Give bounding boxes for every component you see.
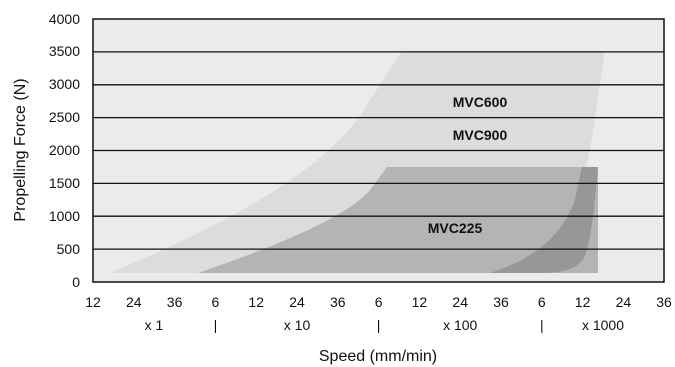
series-area-dark <box>490 167 598 273</box>
y-tick-label: 4000 <box>49 11 80 27</box>
gridlines <box>93 51 664 250</box>
x-tick-label: 12 <box>412 294 428 310</box>
x-decade-separator: | <box>540 317 544 333</box>
x-decade-separator: | <box>214 317 218 333</box>
x-multiplier-label: x 1000 <box>582 317 624 333</box>
x-multiplier-label: x 10 <box>284 317 311 333</box>
y-tick-label: 2500 <box>49 109 80 125</box>
x-tick-label: 6 <box>212 294 220 310</box>
x-tick-label: 24 <box>616 294 632 310</box>
x-multiplier-label: x 1 <box>145 317 164 333</box>
y-tick-label: 0 <box>72 274 80 290</box>
y-tick-label: 3000 <box>49 76 80 92</box>
x-axis: 12 24 36 6 12 24 36 6 12 24 36 6 12 24 3… <box>85 294 672 310</box>
y-tick-label: 3500 <box>49 43 80 59</box>
x-tick-label: 6 <box>538 294 546 310</box>
x-axis-label: Speed (mm/min) <box>319 348 437 365</box>
series-label-mvc900: MVC900 <box>453 127 508 143</box>
series-label-mvc600: MVC600 <box>453 94 508 110</box>
x-tick-label: 12 <box>248 294 264 310</box>
x-tick-label: 36 <box>493 294 509 310</box>
x-multipliers: x 1 | x 10 | x 100 | x 1000 <box>145 317 625 333</box>
x-tick-label: 6 <box>375 294 383 310</box>
plot-frame <box>92 18 665 283</box>
x-tick-label: 12 <box>85 294 101 310</box>
x-tick-label: 12 <box>575 294 591 310</box>
series-label-mvc225: MVC225 <box>428 220 483 236</box>
x-tick-label: 36 <box>167 294 183 310</box>
y-tick-label: 1000 <box>49 208 80 224</box>
y-tick-label: 1500 <box>49 175 80 191</box>
x-tick-label: 24 <box>126 294 142 310</box>
x-tick-label: 24 <box>452 294 468 310</box>
x-tick-label: 36 <box>330 294 346 310</box>
series-area-medium <box>198 167 598 273</box>
x-tick-label: 24 <box>289 294 305 310</box>
x-tick-label: 36 <box>656 294 672 310</box>
x-multiplier-label: x 100 <box>443 317 477 333</box>
y-tick-label: 500 <box>57 241 81 257</box>
y-axis-label: Propelling Force (N) <box>12 78 29 221</box>
y-axis: 0 500 1000 1500 2000 2500 3000 3500 4000 <box>49 11 80 290</box>
y-tick-label: 2000 <box>49 142 80 158</box>
x-decade-separator: | <box>377 317 381 333</box>
